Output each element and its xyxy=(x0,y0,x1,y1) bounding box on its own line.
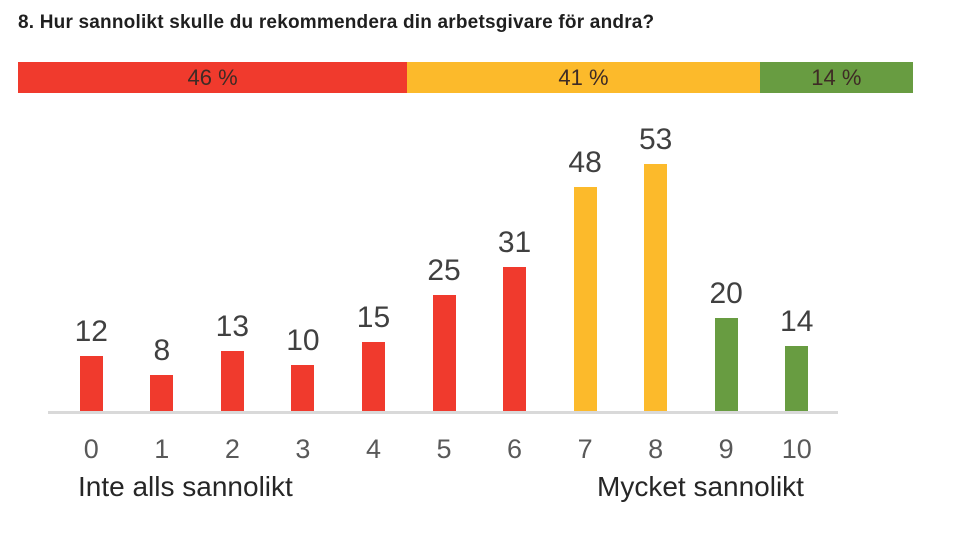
x-tick-label-7: 7 xyxy=(577,434,593,464)
bar-score-4 xyxy=(361,342,385,412)
bar-score-1 xyxy=(150,375,174,412)
bar-value-label: 8 xyxy=(153,334,171,367)
summary-percent-label: 41 % xyxy=(558,64,609,90)
bar-value-label: 20 xyxy=(709,277,743,310)
bar-column-3: 10 xyxy=(268,120,339,412)
bar-score-8 xyxy=(644,164,668,412)
bar-score-9 xyxy=(714,318,738,412)
bar-value-label: 10 xyxy=(286,324,320,357)
bar-value-label: 12 xyxy=(74,315,108,348)
bar-score-5 xyxy=(432,295,456,412)
ticks-row: 0 1 2 3 4 5 6 7 8 9 10 xyxy=(56,436,832,463)
summary-percent-label: 46 % xyxy=(187,64,238,90)
summary-segment-detractors: 46 % xyxy=(18,62,408,93)
x-tick-label-10: 10 xyxy=(781,434,812,464)
bar-value-label: 14 xyxy=(780,305,814,338)
x-tick-label-6: 6 xyxy=(507,434,523,464)
bar-value-label: 15 xyxy=(356,301,391,334)
x-tick-label-1: 1 xyxy=(154,434,170,464)
summary-segment-promoters: 14 % xyxy=(759,62,913,93)
x-tick-label-0: 0 xyxy=(83,434,99,464)
x-tick-label-8: 8 xyxy=(648,434,664,464)
bar-column-9: 20 xyxy=(691,120,762,412)
bar-value-label: 48 xyxy=(568,146,602,179)
bar-column-0: 12 xyxy=(56,120,127,412)
x-tick-label-9: 9 xyxy=(718,434,734,464)
bar-score-3 xyxy=(291,365,315,412)
summary-percent-label: 14 % xyxy=(811,64,862,90)
bar-column-1: 8 xyxy=(127,120,198,412)
bar-column-5: 25 xyxy=(409,120,480,412)
bar-column-7: 48 xyxy=(550,120,621,412)
bar-value-label: 53 xyxy=(638,123,673,156)
bar-score-10 xyxy=(785,346,809,412)
x-tick-label-5: 5 xyxy=(436,434,452,464)
chart-title: 8. Hur sannolikt skulle du rekommendera … xyxy=(18,12,655,33)
bar-score-7 xyxy=(573,187,597,412)
axis-caption-left: Inte alls sannolikt xyxy=(78,471,293,502)
summary-stacked-bar: 46 % 41 % 14 % xyxy=(18,62,913,93)
bar-column-8: 53 xyxy=(620,120,691,412)
bar-column-2: 13 xyxy=(197,120,268,412)
x-tick-label-4: 4 xyxy=(365,434,381,464)
bar-score-2 xyxy=(220,351,244,412)
bar-column-10: 14 xyxy=(761,120,832,412)
bar-value-label: 13 xyxy=(215,310,250,343)
bar-value-label: 25 xyxy=(427,254,461,287)
bar-value-label: 31 xyxy=(497,226,532,259)
bars-row: 12 8 13 10 15 25 31 48 53 20 14 xyxy=(56,120,832,412)
x-tick-label-3: 3 xyxy=(295,434,311,464)
bar-score-6 xyxy=(503,267,527,412)
bar-column-6: 31 xyxy=(479,120,550,412)
summary-segment-passives: 41 % xyxy=(407,62,760,93)
axis-caption-right: Mycket sannolikt xyxy=(597,471,804,502)
x-axis-line xyxy=(48,411,838,414)
x-tick-label-2: 2 xyxy=(224,434,240,464)
bar-column-4: 15 xyxy=(338,120,409,412)
bar-score-0 xyxy=(79,356,103,412)
